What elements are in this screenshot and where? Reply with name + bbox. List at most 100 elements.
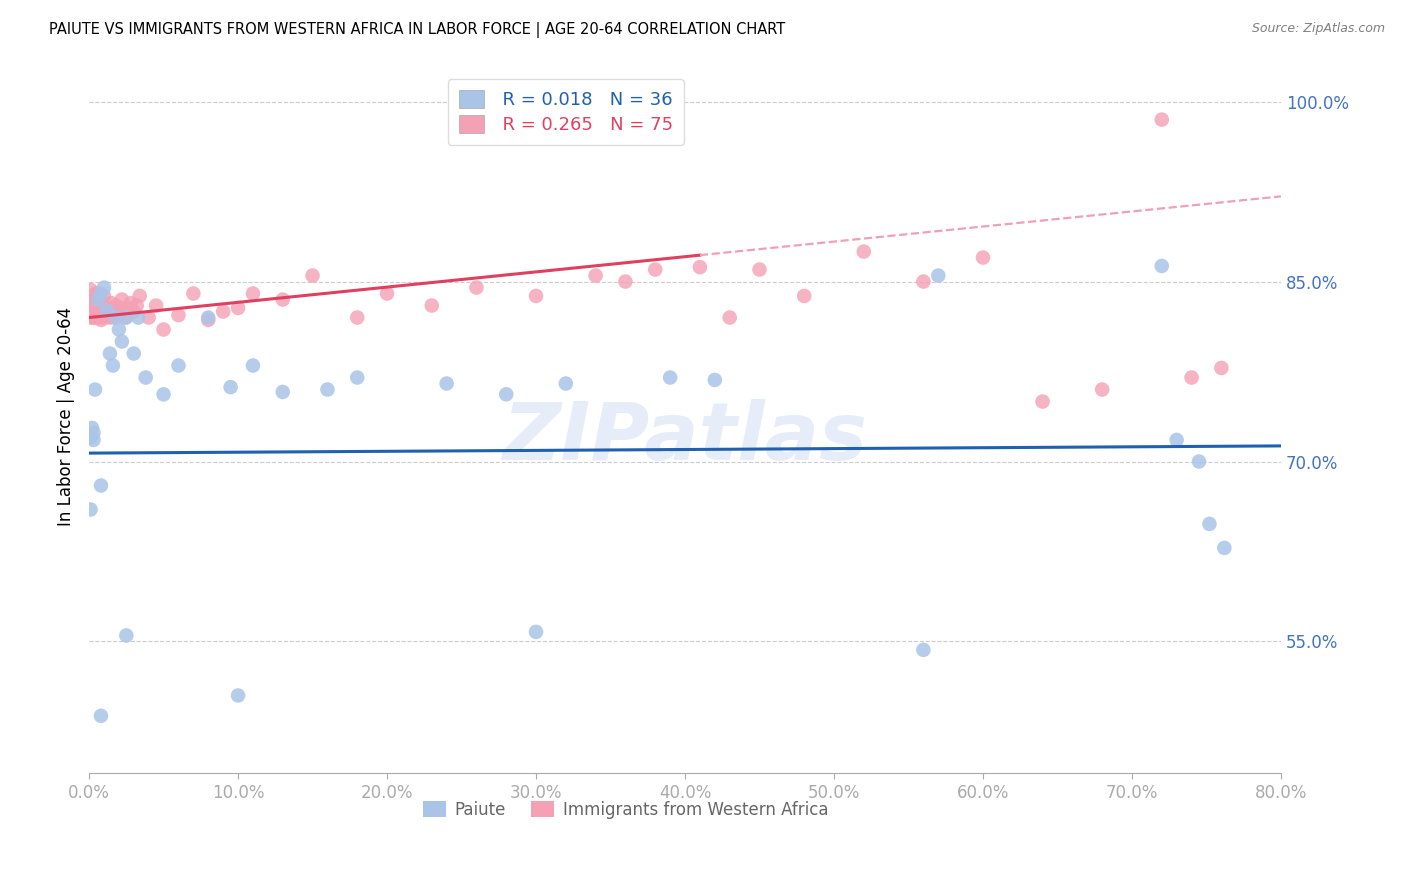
Point xyxy=(1150,259,1173,273)
Point xyxy=(79,289,101,303)
Point xyxy=(197,310,219,325)
Point xyxy=(120,296,142,310)
Point xyxy=(125,299,148,313)
Point xyxy=(122,304,145,318)
Legend: Paiute, Immigrants from Western Africa: Paiute, Immigrants from Western Africa xyxy=(416,795,835,826)
Point xyxy=(90,286,112,301)
Point xyxy=(117,301,139,315)
Point xyxy=(84,310,107,325)
Point xyxy=(135,370,157,384)
Point xyxy=(242,359,264,373)
Point xyxy=(167,308,190,322)
Point xyxy=(108,308,131,322)
Point xyxy=(79,304,101,318)
Point xyxy=(1188,454,1211,468)
Point xyxy=(436,376,458,391)
Point xyxy=(912,275,935,289)
Point xyxy=(152,322,174,336)
Point xyxy=(375,286,398,301)
Point xyxy=(101,310,124,325)
Point xyxy=(79,502,101,516)
Point xyxy=(103,301,125,315)
Point xyxy=(1211,360,1233,375)
Point xyxy=(89,308,111,322)
Point xyxy=(927,268,949,283)
Point xyxy=(167,359,190,373)
Point xyxy=(1198,516,1220,531)
Point xyxy=(1150,112,1173,127)
Point xyxy=(1213,541,1236,555)
Point xyxy=(1180,370,1202,384)
Point xyxy=(84,301,107,315)
Point xyxy=(219,380,242,394)
Point xyxy=(96,301,118,315)
Point xyxy=(104,299,127,313)
Point xyxy=(115,628,138,642)
Point xyxy=(346,370,368,384)
Point xyxy=(86,304,108,318)
Point xyxy=(346,310,368,325)
Point xyxy=(87,310,110,325)
Point xyxy=(226,301,249,315)
Point xyxy=(90,478,112,492)
Point xyxy=(83,296,105,310)
Point xyxy=(554,376,576,391)
Point xyxy=(524,624,547,639)
Point xyxy=(465,280,488,294)
Point xyxy=(122,346,145,360)
Point xyxy=(127,310,149,325)
Point xyxy=(79,299,101,313)
Point xyxy=(197,313,219,327)
Point xyxy=(115,310,138,325)
Point xyxy=(101,359,124,373)
Point xyxy=(108,322,131,336)
Point xyxy=(1032,394,1054,409)
Point xyxy=(93,304,115,318)
Point xyxy=(301,268,323,283)
Point xyxy=(91,299,114,313)
Text: ZIPatlas: ZIPatlas xyxy=(502,399,868,477)
Point xyxy=(80,421,103,435)
Point xyxy=(748,262,770,277)
Point xyxy=(94,308,117,322)
Point xyxy=(90,301,112,315)
Point xyxy=(80,293,103,307)
Point xyxy=(718,310,741,325)
Point xyxy=(111,293,134,307)
Point xyxy=(495,387,517,401)
Point xyxy=(183,286,205,301)
Point xyxy=(226,689,249,703)
Point xyxy=(93,289,115,303)
Point xyxy=(87,293,110,307)
Point xyxy=(420,299,443,313)
Point xyxy=(90,313,112,327)
Text: PAIUTE VS IMMIGRANTS FROM WESTERN AFRICA IN LABOR FORCE | AGE 20-64 CORRELATION : PAIUTE VS IMMIGRANTS FROM WESTERN AFRICA… xyxy=(49,22,786,38)
Point xyxy=(97,310,120,325)
Point xyxy=(524,289,547,303)
Point xyxy=(83,304,105,318)
Point xyxy=(242,286,264,301)
Point xyxy=(1091,383,1114,397)
Point xyxy=(83,433,105,447)
Text: Source: ZipAtlas.com: Source: ZipAtlas.com xyxy=(1251,22,1385,36)
Point xyxy=(80,308,103,322)
Point xyxy=(91,310,114,325)
Point xyxy=(659,370,682,384)
Point xyxy=(145,299,167,313)
Point xyxy=(98,346,121,360)
Point xyxy=(87,301,110,315)
Point xyxy=(644,262,666,277)
Point xyxy=(138,310,160,325)
Point xyxy=(128,289,150,303)
Point xyxy=(972,251,994,265)
Point xyxy=(89,299,111,313)
Point xyxy=(96,303,118,318)
Point xyxy=(84,293,107,307)
Point xyxy=(316,383,339,397)
Point xyxy=(86,286,108,301)
Point xyxy=(79,310,101,325)
Point xyxy=(100,296,122,310)
Point xyxy=(104,310,127,325)
Point xyxy=(271,384,294,399)
Point xyxy=(212,304,235,318)
